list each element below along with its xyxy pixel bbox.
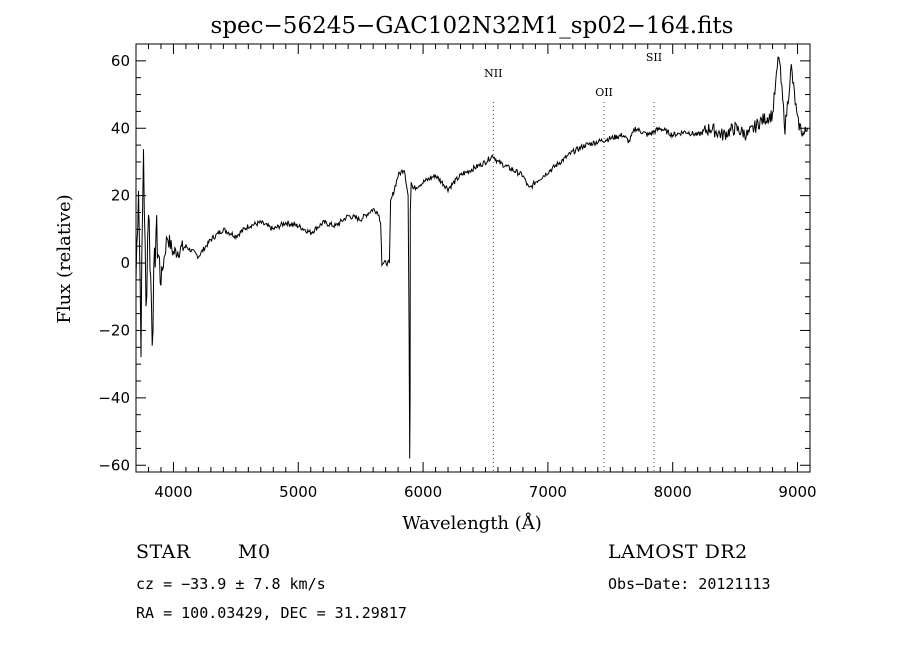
line-marker-label: SII — [646, 51, 662, 64]
series-group — [135, 56, 808, 459]
x-axis: 4000 5000 6000 7000 8000 9000 — [135, 44, 817, 501]
y-tick-label: 60 — [111, 52, 130, 70]
x-tick-label: 5000 — [279, 483, 317, 501]
x-tick-label: 9000 — [778, 483, 816, 501]
plot-frame — [135, 43, 811, 473]
y-axis-label: Flux (relative) — [54, 194, 75, 323]
x-tick-label: 6000 — [404, 483, 442, 501]
y-tick-label: 20 — [111, 187, 130, 205]
x-tick-label: 4000 — [154, 483, 192, 501]
line-marker-label: OII — [595, 86, 613, 99]
object-class: STAR — [136, 541, 191, 563]
y-tick-label: 0 — [120, 254, 130, 272]
line-marker-label: NII — [484, 67, 502, 80]
x-axis-label: Wavelength (Å) — [402, 512, 542, 534]
spectrum-line — [135, 56, 808, 459]
line-annotations: NII OII SII — [484, 51, 662, 472]
y-tick-label: −60 — [98, 456, 130, 474]
y-axis: −60 −40 −20 0 20 40 60 — [98, 52, 810, 474]
x-tick-label: 7000 — [529, 483, 567, 501]
observation-date: Obs−Date: 20121113 — [608, 575, 771, 593]
redshift-text: cz = −33.9 ± 7.8 km/s — [136, 575, 326, 593]
y-tick-label: −40 — [98, 389, 130, 407]
y-tick-label: 40 — [111, 119, 130, 137]
y-tick-label: −20 — [98, 321, 130, 339]
coordinates-text: RA = 100.03429, DEC = 31.29817 — [136, 604, 407, 622]
survey-name: LAMOST DR2 — [608, 541, 748, 563]
object-subclass: M0 — [238, 541, 271, 563]
chart-title: spec−56245−GAC102N32M1_sp02−164.fits — [211, 13, 734, 39]
x-tick-label: 8000 — [654, 483, 692, 501]
